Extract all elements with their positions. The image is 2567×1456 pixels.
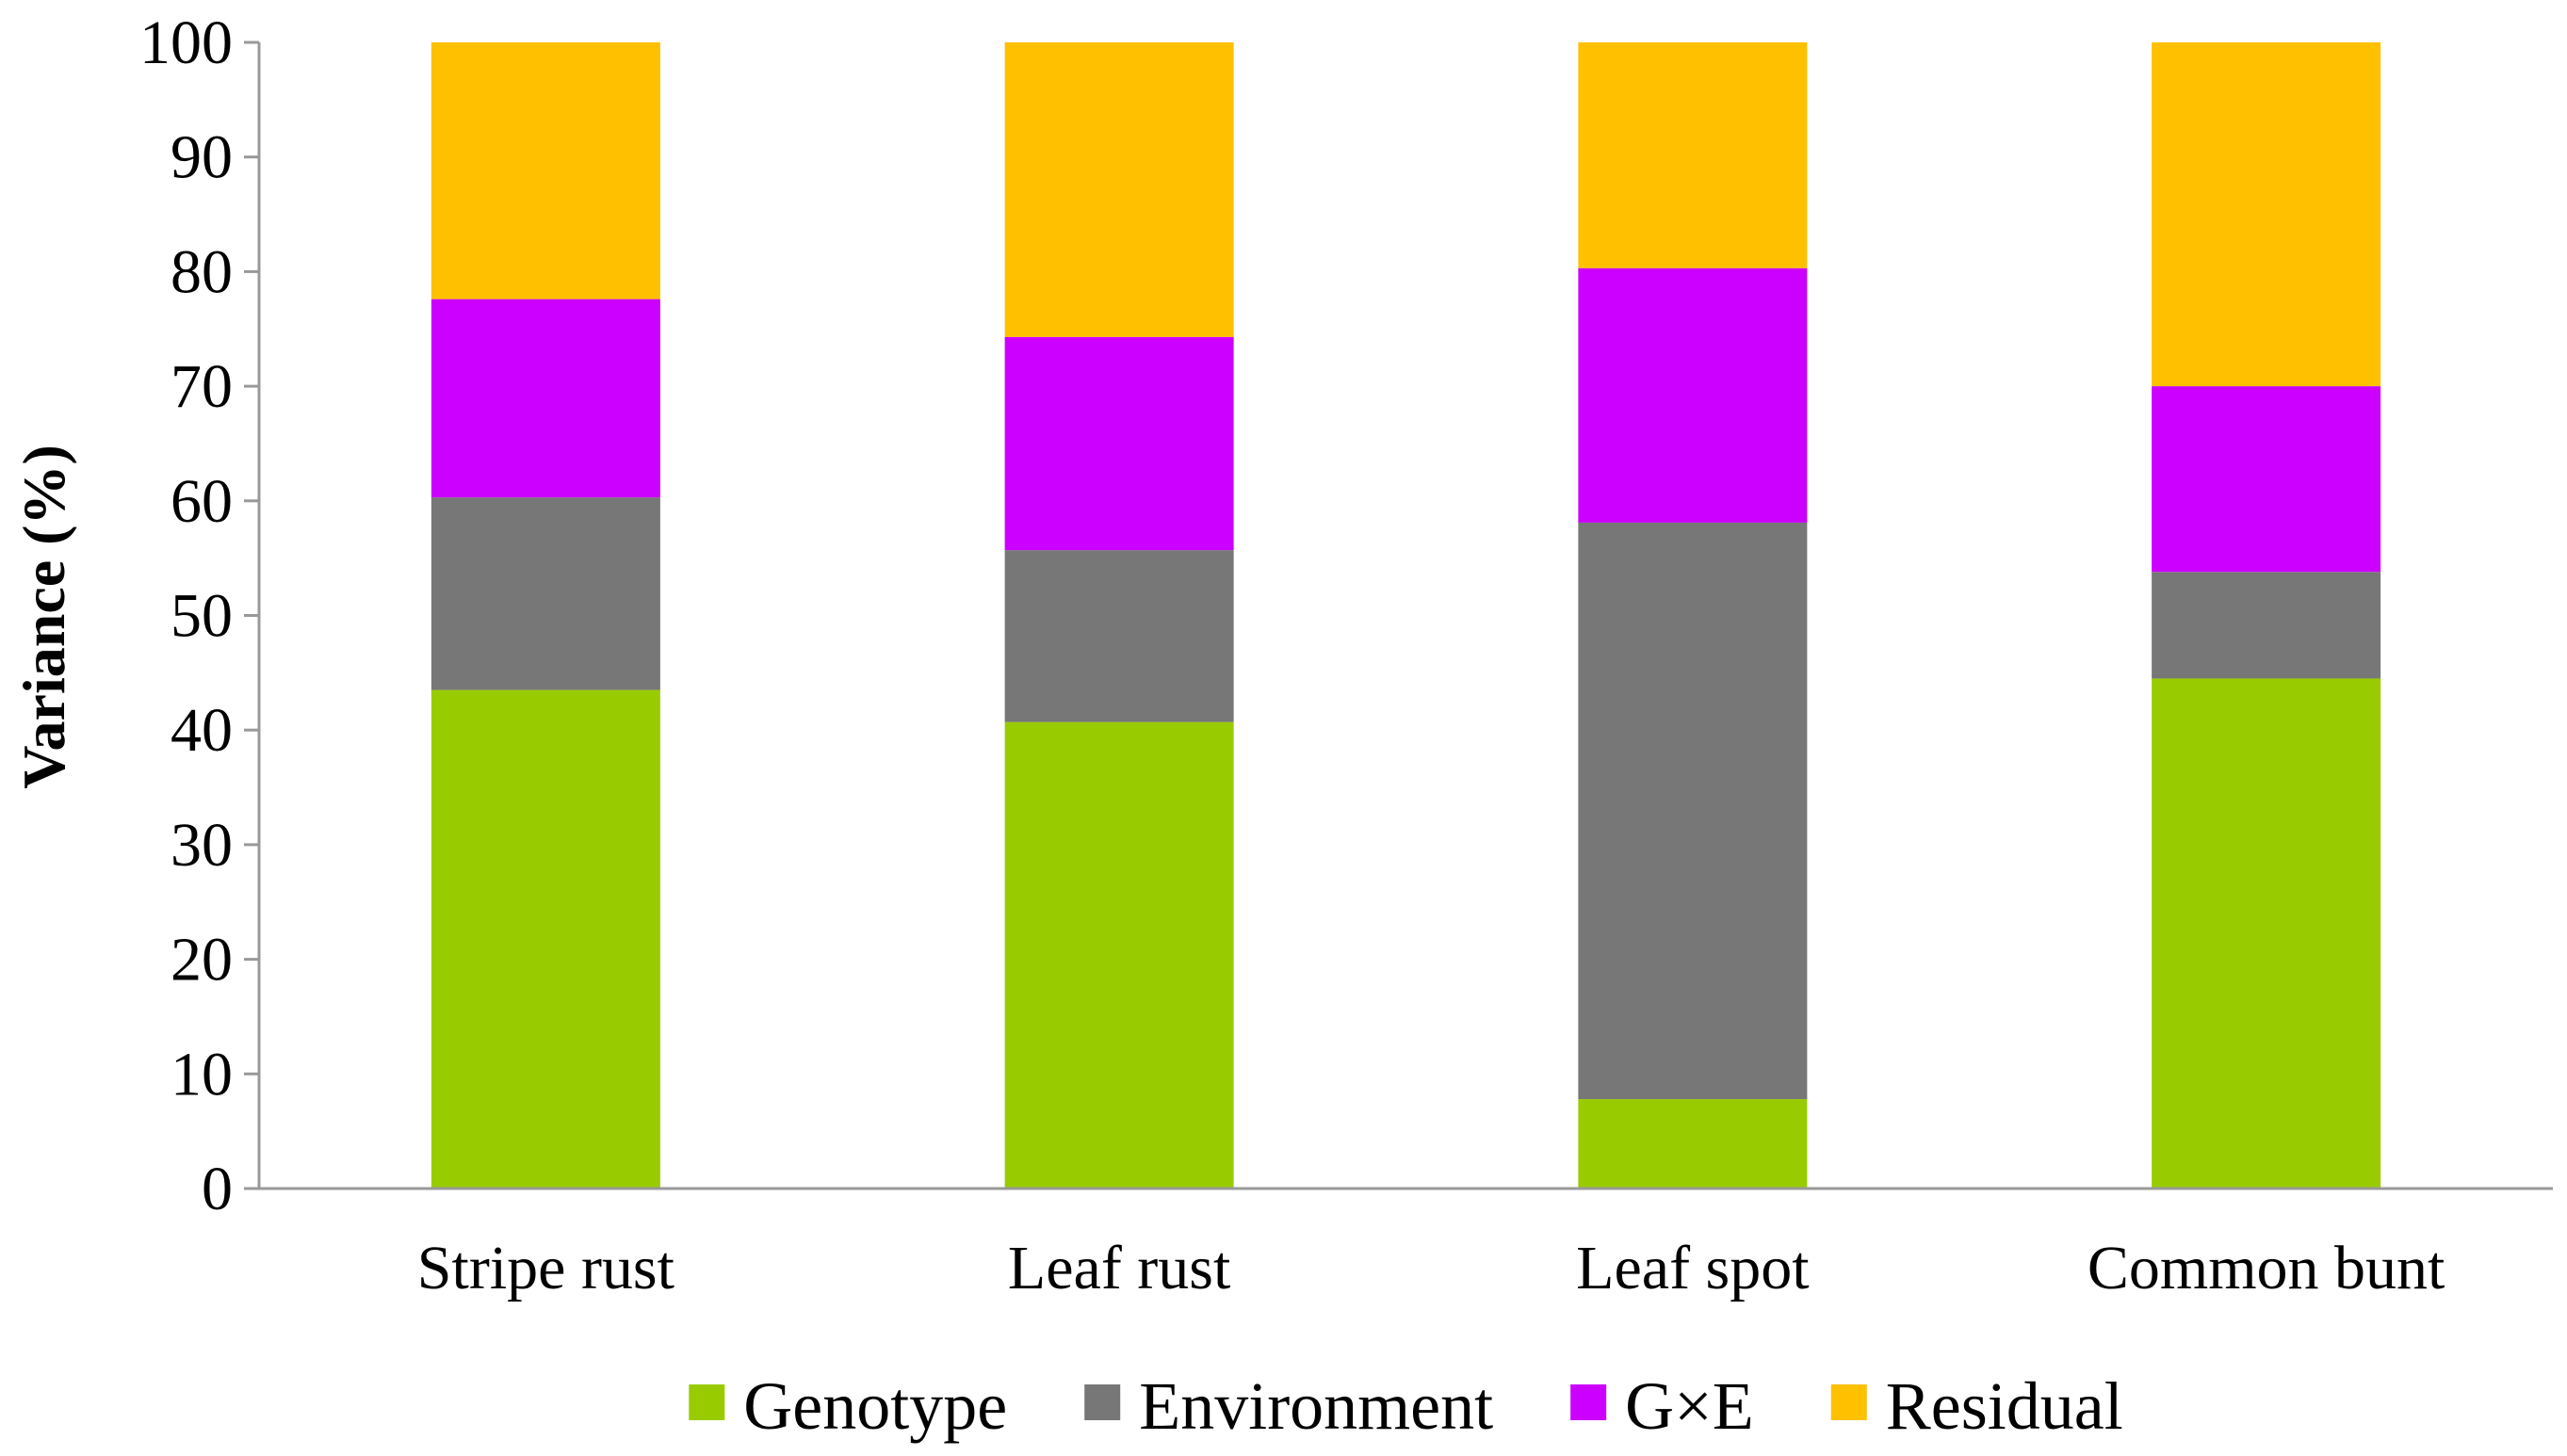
bar-common-bunt-genotype — [2152, 678, 2381, 1189]
bar-stripe-rust-residual — [431, 42, 660, 299]
legend-swatch — [1084, 1384, 1121, 1420]
y-axis-title: Variance (%) — [10, 445, 77, 789]
legend-swatch — [1830, 1384, 1867, 1420]
legend-item-genotype: Genotype — [689, 1368, 1007, 1444]
x-category-label: Common bunt — [2088, 1234, 2445, 1302]
y-tick-label: 0 — [202, 1155, 233, 1223]
bars-group — [431, 42, 2381, 1189]
legend-label: Residual — [1886, 1368, 2123, 1444]
legend-swatch — [689, 1384, 725, 1420]
legend-label: Genotype — [743, 1368, 1007, 1444]
bar-leaf-spot-environment — [1578, 522, 1808, 1100]
x-category-label: Leaf spot — [1576, 1234, 1809, 1302]
x-category-label: Leaf rust — [1008, 1234, 1230, 1302]
y-tick-label: 90 — [171, 123, 233, 192]
bar-leaf-rust-residual — [1004, 42, 1234, 337]
bar-stripe-rust-environment — [431, 497, 660, 690]
y-tick-label: 80 — [171, 237, 233, 306]
y-tick-label: 70 — [171, 352, 233, 421]
legend-swatch — [1570, 1384, 1607, 1420]
bar-common-bunt-environment — [2152, 572, 2381, 679]
legend-label: Environment — [1139, 1368, 1493, 1444]
y-tick-label: 60 — [171, 467, 233, 536]
bar-leaf-spot-residual — [1578, 42, 1808, 268]
bar-stripe-rust-g-e — [431, 299, 660, 498]
bar-stripe-rust-genotype — [431, 689, 660, 1189]
legend-label: G×E — [1625, 1368, 1754, 1444]
legend-item-environment: Environment — [1084, 1368, 1493, 1444]
legend-item-g-e: G×E — [1570, 1368, 1754, 1444]
y-tick-label: 20 — [171, 926, 233, 995]
bar-leaf-rust-genotype — [1004, 721, 1234, 1189]
y-tick-label: 50 — [171, 582, 233, 651]
bar-leaf-spot-genotype — [1578, 1099, 1808, 1189]
legend: Genotype Environment G×E Residual — [689, 1368, 2123, 1444]
y-tick-label: 100 — [139, 8, 233, 77]
x-labels-group: Stripe rust Leaf rust Leaf spot Common bunt — [417, 1234, 2445, 1302]
bar-common-bunt-g-e — [2152, 386, 2381, 573]
bar-leaf-rust-g-e — [1004, 336, 1234, 551]
y-ticks-group: 0 10 20 30 40 50 60 70 80 90 100 — [139, 8, 259, 1223]
bar-leaf-spot-g-e — [1578, 267, 1808, 523]
y-tick-label: 10 — [171, 1040, 233, 1108]
y-tick-label: 30 — [171, 811, 233, 880]
bar-leaf-rust-environment — [1004, 550, 1234, 722]
x-category-label: Stripe rust — [417, 1234, 674, 1302]
bar-common-bunt-residual — [2152, 42, 2381, 387]
y-tick-label: 40 — [171, 696, 233, 765]
legend-item-residual: Residual — [1830, 1368, 2123, 1444]
